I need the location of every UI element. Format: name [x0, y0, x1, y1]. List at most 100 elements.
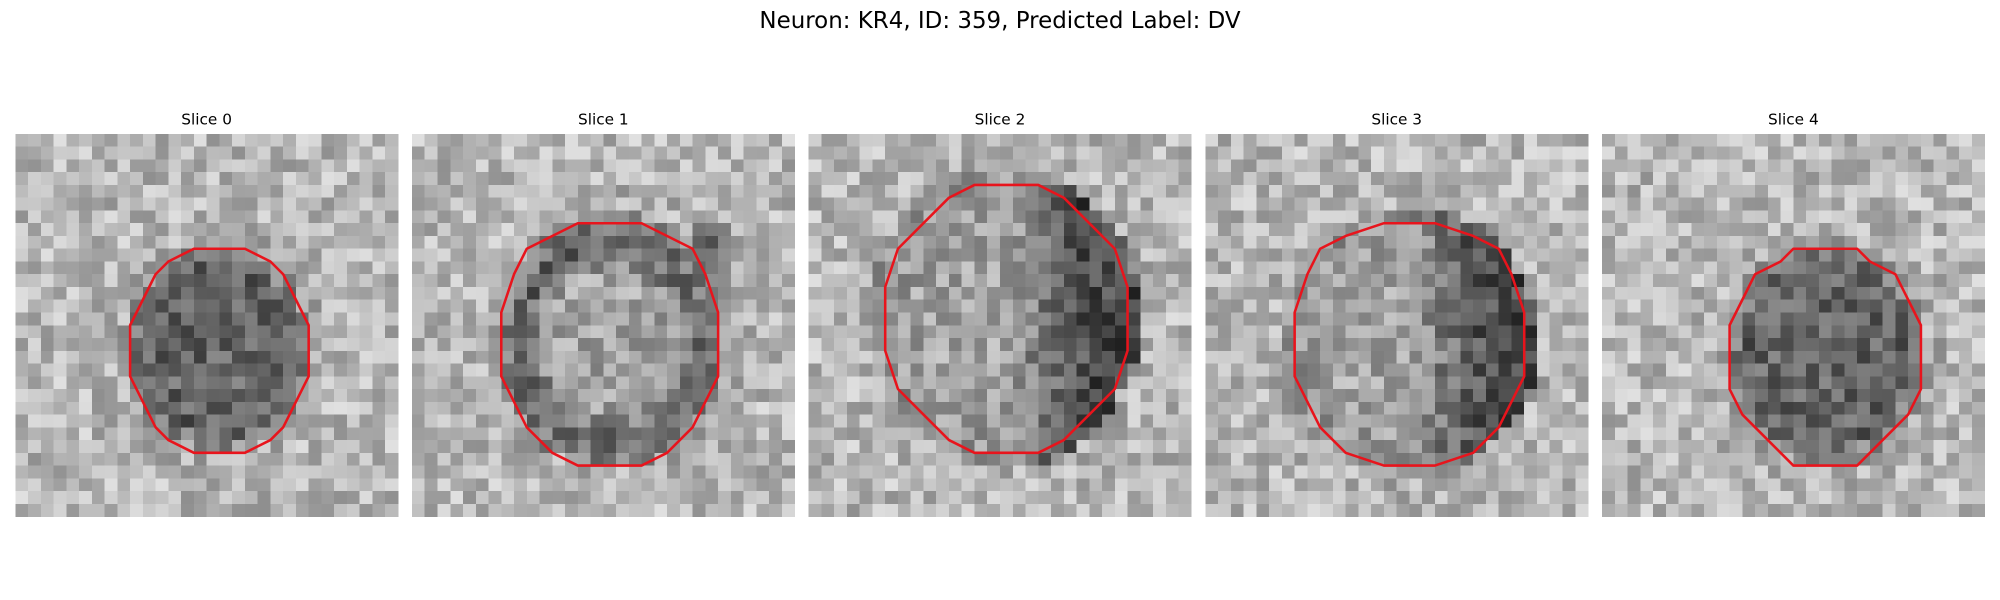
pixel — [1653, 286, 1667, 301]
pixel — [1332, 248, 1347, 262]
pixel — [321, 172, 335, 186]
pixel — [936, 133, 950, 148]
pixel — [1614, 478, 1628, 492]
pixel — [1602, 401, 1616, 415]
pixel — [1575, 261, 1589, 275]
pixel — [1857, 491, 1871, 505]
pixel — [1422, 312, 1436, 326]
pixel — [1767, 223, 1781, 237]
pixel — [1640, 401, 1654, 415]
pixel — [1895, 503, 1909, 517]
pixel — [730, 159, 745, 173]
pixel — [565, 146, 579, 160]
pixel — [808, 376, 822, 390]
pixel — [628, 146, 642, 160]
pixel — [1409, 414, 1423, 428]
pixel — [1908, 146, 1922, 160]
pixel — [1012, 338, 1026, 352]
pixel — [1614, 389, 1628, 403]
pixel — [1422, 146, 1436, 160]
pixel — [257, 452, 271, 466]
pixel — [1396, 312, 1410, 326]
pixel — [117, 376, 131, 390]
pixel — [219, 427, 233, 441]
pixel — [117, 197, 131, 211]
pixel — [769, 363, 783, 377]
pixel — [1678, 197, 1692, 211]
pixel — [897, 363, 912, 377]
pixel — [1857, 133, 1871, 148]
pixel — [437, 248, 451, 262]
pixel — [872, 312, 886, 326]
pixel — [219, 184, 233, 199]
pixel — [1780, 235, 1794, 250]
pixel — [1704, 363, 1718, 377]
pixel — [53, 338, 67, 352]
pixel — [1959, 223, 1973, 237]
pixel — [257, 491, 271, 505]
pixel — [641, 465, 655, 479]
pixel — [1562, 325, 1576, 339]
pixel — [1012, 274, 1026, 288]
pixel — [654, 274, 668, 288]
pixel — [834, 299, 848, 313]
pixel — [1549, 133, 1563, 148]
pixel — [1371, 376, 1385, 390]
pixel — [1767, 261, 1781, 275]
pixel — [437, 325, 451, 339]
pixel — [79, 286, 93, 301]
pixel — [1383, 491, 1398, 505]
pixel — [1000, 363, 1014, 377]
pixel — [1857, 350, 1871, 364]
pixel — [475, 325, 489, 339]
pixel — [705, 452, 719, 466]
pixel — [385, 452, 399, 466]
pixel — [283, 261, 297, 275]
pixel — [488, 401, 502, 415]
pixel — [1218, 478, 1232, 492]
pixel — [590, 491, 604, 505]
pixel — [846, 401, 861, 415]
pixel — [385, 376, 399, 390]
pixel — [193, 248, 208, 262]
pixel — [1575, 146, 1589, 160]
pixel — [1383, 133, 1398, 148]
pixel — [590, 401, 604, 415]
pixel — [756, 325, 770, 339]
pixel — [1076, 261, 1090, 275]
pixel — [1000, 401, 1014, 415]
pixel — [1307, 427, 1321, 441]
pixel — [1396, 414, 1410, 428]
pixel — [501, 350, 515, 364]
pixel — [974, 389, 988, 403]
pixel — [1831, 363, 1845, 377]
pixel — [1818, 159, 1833, 173]
pixel — [1511, 223, 1525, 237]
pixel — [257, 235, 271, 250]
pixel — [1959, 503, 1973, 517]
pixel — [130, 440, 144, 454]
pixel — [897, 491, 912, 505]
pixel — [1627, 452, 1641, 466]
pixel — [53, 274, 67, 288]
pixel — [565, 184, 579, 199]
pixel — [859, 172, 873, 186]
pixel — [1780, 363, 1794, 377]
pixel — [1908, 427, 1922, 441]
pixel — [411, 312, 426, 326]
pixel — [1971, 478, 1986, 492]
pixel — [1422, 197, 1436, 211]
pixel — [168, 184, 182, 199]
pixel — [705, 414, 719, 428]
pixel — [1742, 440, 1756, 454]
pixel — [270, 159, 284, 173]
pixel — [846, 503, 861, 517]
pixel — [155, 465, 169, 479]
pixel — [936, 389, 950, 403]
pixel — [79, 465, 93, 479]
pixel — [1256, 401, 1270, 415]
pixel — [1511, 389, 1525, 403]
pixel — [705, 427, 719, 441]
pixel — [1025, 401, 1039, 415]
pixel — [359, 210, 373, 224]
